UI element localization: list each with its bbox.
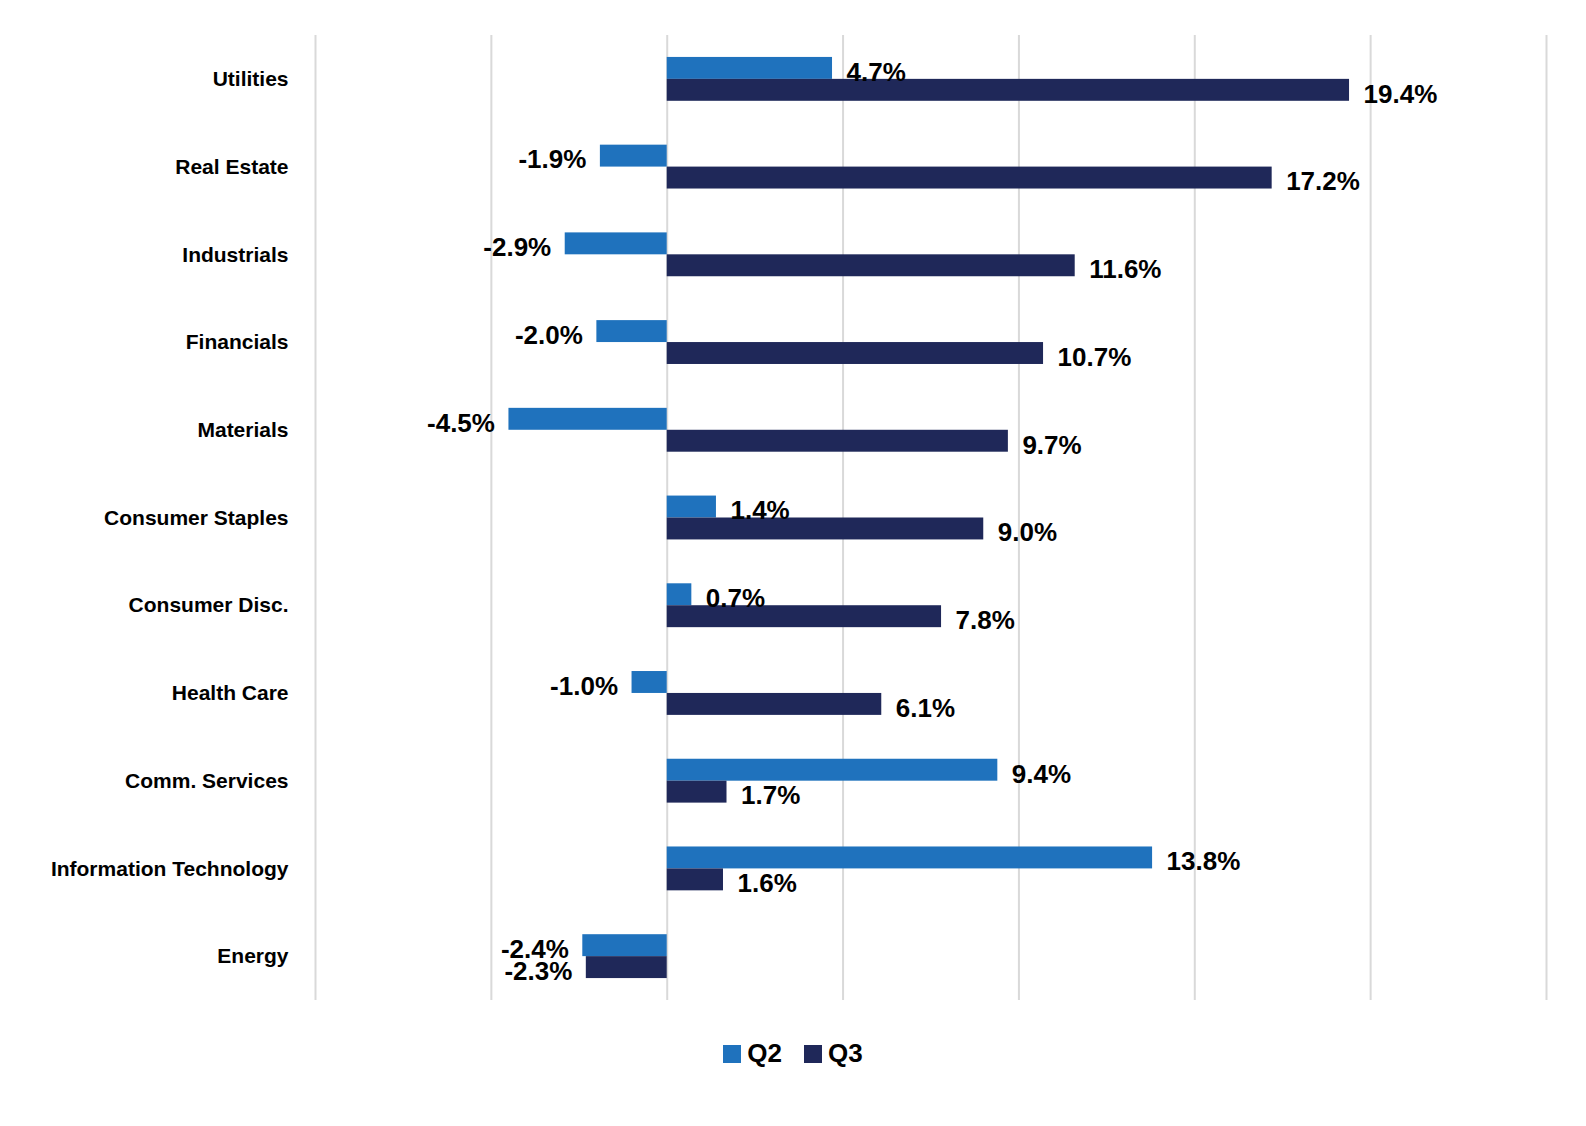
svg-text:Materials: Materials <box>197 418 288 441</box>
svg-text:Utilities: Utilities <box>213 67 289 90</box>
svg-text:-2.4%: -2.4% <box>500 934 569 964</box>
svg-text:Health Care: Health Care <box>172 681 289 704</box>
svg-text:9.4%: 9.4% <box>1012 759 1071 789</box>
svg-text:19.4%: 19.4% <box>1364 79 1438 109</box>
svg-text:1.4%: 1.4% <box>730 495 789 525</box>
svg-text:Consumer Staples: Consumer Staples <box>104 506 288 529</box>
svg-text:7.8%: 7.8% <box>956 605 1015 635</box>
svg-text:Consumer Disc.: Consumer Disc. <box>129 593 289 616</box>
svg-text:6.1%: 6.1% <box>896 693 955 723</box>
svg-text:10.7%: 10.7% <box>1058 342 1132 372</box>
svg-text:0.7%: 0.7% <box>706 583 765 613</box>
html-text:Q3: Q3 <box>828 1038 863 1068</box>
svg-text:-1.0%: -1.0% <box>550 671 618 701</box>
svg-text:-2.9%: -2.9% <box>483 232 551 262</box>
svg-text:Information Technology: Information Technology <box>51 857 289 880</box>
svg-text:13.8%: 13.8% <box>1167 846 1241 876</box>
svg-text:-4.5%: -4.5% <box>427 408 495 438</box>
svg-text:11.6%: 11.6% <box>1089 254 1161 284</box>
svg-text:-2.0%: -2.0% <box>515 320 583 350</box>
svg-text:-1.9%: -1.9% <box>518 144 586 174</box>
svg-text:1.7%: 1.7% <box>741 780 800 810</box>
svg-text:Energy: Energy <box>217 944 289 967</box>
svg-text:Industrials: Industrials <box>182 243 288 266</box>
svg-text:Comm. Services: Comm. Services <box>125 769 288 792</box>
svg-text:1.6%: 1.6% <box>737 868 796 898</box>
svg-text:17.2%: 17.2% <box>1286 166 1360 196</box>
svg-text:9.7%: 9.7% <box>1022 430 1081 460</box>
svg-text:Real Estate: Real Estate <box>175 155 288 178</box>
svg-text:Financials: Financials <box>186 330 289 353</box>
svg-text:-2.3%: -2.3% <box>504 956 572 986</box>
svg-text:4.7%: 4.7% <box>847 57 906 87</box>
svg-text:9.0%: 9.0% <box>998 517 1057 547</box>
html-text:Q2: Q2 <box>747 1038 782 1068</box>
